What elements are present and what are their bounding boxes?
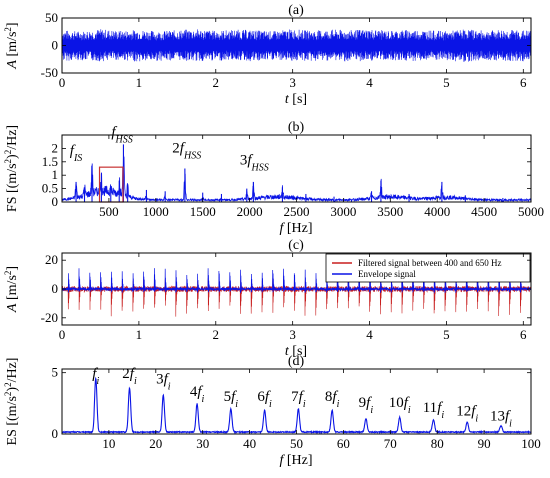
series-line-spectrum: [62, 149, 531, 202]
plot-area-c: [62, 266, 531, 317]
plot-area-d: [62, 376, 531, 434]
x-tick-label: 3: [289, 327, 296, 342]
x-tick-label: 1: [136, 327, 143, 342]
peak-annotation: 11fi: [423, 400, 445, 421]
panel-c: Filtered signal between 400 and 650 HzEn…: [3, 238, 532, 359]
x-tick-label: 500: [99, 204, 119, 219]
peak-annotation: 9fi: [359, 395, 374, 416]
x-tick-label: 2: [213, 327, 220, 342]
x-tick-label: 60: [337, 436, 350, 451]
y-tick-label: -50: [41, 65, 58, 80]
legend-entry-label: Envelope signal: [358, 269, 416, 279]
peak-annotation: 3fHSS: [240, 152, 269, 173]
x-tick-label: 3000: [330, 204, 356, 219]
y-axis-label: FS [(m/s2)2/Hz]: [3, 125, 20, 212]
peak-annotation: 6fi: [257, 389, 272, 410]
series-line-signal: [62, 29, 531, 62]
legend-box: [325, 253, 531, 283]
x-tick-label: 20: [149, 436, 162, 451]
y-tick-label: 0: [52, 38, 59, 53]
x-tick-label: 100: [521, 436, 541, 451]
x-tick-label: 5: [443, 327, 450, 342]
series-line-filtered: [62, 277, 531, 317]
y-tick-label: 20: [45, 252, 58, 267]
panel-label: (c): [288, 238, 304, 253]
x-tick-label: 3: [289, 75, 296, 90]
y-tick-label: -20: [41, 310, 58, 325]
x-tick-label: 1500: [190, 204, 216, 219]
peak-annotation: 3fi: [156, 372, 171, 393]
x-tick-label: 5: [443, 75, 450, 90]
x-tick-label: 1000: [143, 204, 169, 219]
y-tick-label: 1: [52, 167, 59, 182]
plot-area-a: [62, 29, 531, 62]
x-tick-label: 10: [102, 436, 115, 451]
y-axis-label: A [m/s2]: [3, 22, 20, 69]
x-axis-label: t [s]: [285, 344, 307, 359]
x-tick-label: 4: [366, 75, 373, 90]
peak-annotation: 4fi: [190, 384, 205, 405]
series-line-envelope: [62, 266, 531, 294]
peak-annotation: 13fi: [490, 409, 512, 430]
y-tick-label: 50: [45, 10, 58, 25]
x-tick-label: 6: [520, 75, 527, 90]
panel-label: (d): [288, 354, 305, 369]
series-line-envelope-spectrum: [62, 376, 531, 434]
axes-frame: [61, 134, 532, 203]
peak-annotation: fi: [92, 366, 99, 387]
x-tick-label: 2000: [237, 204, 263, 219]
legend: Filtered signal between 400 and 650 HzEn…: [325, 253, 531, 283]
x-tick-label: 0: [59, 327, 66, 342]
peak-annotation: 10fi: [389, 395, 411, 416]
peak-annotation: 7fi: [291, 389, 306, 410]
x-tick-label: 70: [384, 436, 397, 451]
y-tick-label: 5: [52, 365, 59, 380]
x-tick-label: 2: [213, 75, 220, 90]
x-tick-label: 6: [520, 327, 527, 342]
y-tick-label: 0: [52, 281, 59, 296]
x-axis-label: f [Hz]: [279, 453, 312, 468]
x-tick-label: 80: [431, 436, 444, 451]
y-tick-label: 0: [52, 426, 59, 441]
y-axis-label: ES [(m/s2)2/Hz]: [3, 358, 20, 446]
x-axis-label: f [Hz]: [279, 221, 312, 236]
x-tick-label: 40: [243, 436, 256, 451]
panel-b: 500 1000 1500 2000 2500 3000 3500 4000 4500 5000 0…: [3, 120, 544, 236]
x-tick-label: 4000: [424, 204, 450, 219]
peak-annotation: 2fi: [122, 366, 137, 387]
y-axis-label: A [m/s2]: [3, 266, 20, 313]
y-tick-label: 1.5: [42, 154, 58, 169]
y-tick-label: 0: [52, 194, 59, 209]
x-tick-label: 4500: [471, 204, 497, 219]
peak-annotation: 8fi: [325, 389, 340, 410]
x-tick-label: 0: [59, 75, 66, 90]
plot-area-b: [62, 144, 531, 202]
y-tick-label: 0.5: [42, 181, 58, 196]
x-tick-label: 1: [136, 75, 143, 90]
peak-annotation: fHSS: [111, 124, 132, 145]
x-tick-label: 5000: [518, 204, 544, 219]
x-tick-label: 90: [478, 436, 491, 451]
x-tick-label: 4: [366, 327, 373, 342]
panel-label: (a): [288, 3, 304, 18]
x-axis-label: t [s]: [285, 92, 307, 107]
peak-annotation: 2fHSS: [172, 140, 201, 161]
peak-annotation: 5fi: [224, 389, 239, 410]
x-tick-label: 50: [290, 436, 303, 451]
peak-annotation: fIS: [70, 143, 83, 164]
x-tick-label: 2500: [284, 204, 310, 219]
peak-annotation: 12fi: [456, 404, 478, 425]
panel-label: (b): [288, 120, 305, 135]
x-tick-label: 30: [196, 436, 209, 451]
x-tick-label: 3500: [377, 204, 403, 219]
legend-entry-label: Filtered signal between 400 and 650 Hz: [358, 258, 501, 268]
panel-d: 10 20 30 40 50 60 70 80 90 100 0 5 (d) f [Hz] ES [(m/s…: [3, 354, 541, 468]
y-tick-label: 2: [52, 140, 59, 155]
